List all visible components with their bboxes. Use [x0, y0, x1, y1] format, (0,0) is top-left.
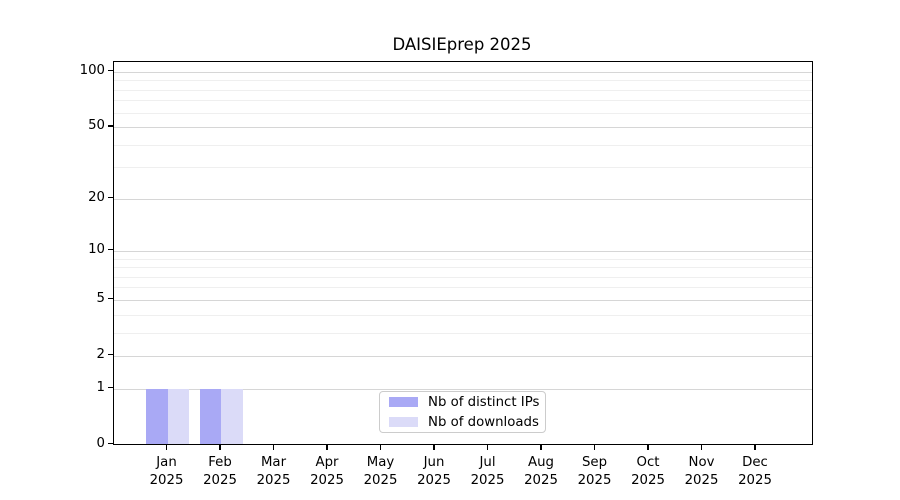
x-tick-month: Oct [636, 454, 660, 470]
y-major-gridline [114, 299, 812, 301]
y-major-gridline [114, 126, 812, 128]
y-tick-mark [108, 386, 113, 389]
x-tick-label: May 2025 [349, 454, 413, 491]
x-tick-label: Aug 2025 [509, 454, 573, 491]
x-tick-month: Nov [688, 454, 715, 470]
y-tick-label: 100 [79, 63, 105, 79]
y-tick-mark [108, 354, 113, 356]
x-tick-month: May [366, 454, 395, 470]
x-tick-mark [700, 444, 703, 450]
x-tick-mark [379, 444, 382, 450]
x-tick-year: 2025 [256, 472, 291, 488]
bar-downloads [167, 388, 189, 445]
x-tick-year: 2025 [631, 472, 665, 488]
y-minor-gridline [114, 332, 812, 334]
legend-label-distinct-ips: Nb of distinct IPs [428, 394, 540, 410]
x-tick-year: 2025 [149, 472, 184, 488]
x-tick-year: 2025 [310, 472, 344, 488]
y-minor-gridline [114, 276, 812, 278]
y-tick-label: 1 [96, 380, 105, 396]
y-tick-mark [108, 70, 113, 72]
y-minor-gridline [114, 287, 812, 289]
legend-swatch-distinct-ips [389, 397, 418, 407]
legend-row-distinct-ips: Nb of distinct IPs [389, 394, 540, 410]
bar-distinct-ips [146, 388, 168, 445]
y-tick-mark [108, 298, 113, 300]
x-tick-month: Jul [479, 454, 496, 470]
plot-area [113, 61, 813, 445]
x-tick-label: Nov 2025 [670, 454, 734, 491]
x-tick-mark [754, 444, 756, 450]
y-tick-mark [108, 125, 113, 127]
x-tick-month: Feb [208, 454, 232, 470]
x-tick-label: Jan 2025 [135, 454, 199, 491]
y-tick-label: 10 [88, 242, 105, 258]
bar-distinct-ips [199, 388, 221, 445]
x-tick-year: 2025 [577, 472, 612, 488]
y-minor-gridline [114, 89, 812, 91]
x-tick-label: Dec 2025 [723, 454, 787, 491]
x-tick-mark [326, 444, 328, 450]
x-tick-mark [647, 444, 649, 450]
chart-title: DAISIEprep 2025 [392, 35, 532, 54]
x-tick-month: Aug [528, 454, 554, 470]
x-tick-month: Jan [156, 454, 177, 470]
bar-downloads [221, 388, 243, 445]
y-tick-label: 0 [96, 436, 105, 451]
y-minor-gridline [114, 167, 812, 169]
x-tick-mark [433, 444, 435, 450]
legend-swatch-downloads [389, 417, 418, 427]
x-tick-mark [593, 444, 596, 450]
y-minor-gridline [114, 112, 812, 114]
y-minor-gridline [114, 314, 812, 316]
x-tick-month: Sep [581, 454, 608, 470]
x-tick-label: Feb 2025 [188, 454, 252, 491]
y-tick-label: 50 [88, 118, 105, 134]
legend-row-downloads: Nb of downloads [389, 414, 539, 430]
x-tick-year: 2025 [738, 472, 772, 488]
x-tick-mark [540, 444, 542, 450]
x-tick-mark [272, 444, 275, 450]
y-minor-gridline [114, 100, 812, 102]
y-minor-gridline [114, 80, 812, 82]
x-tick-month: Dec [742, 454, 768, 470]
x-tick-mark [486, 444, 489, 450]
y-minor-gridline [114, 144, 812, 146]
x-tick-year: 2025 [363, 472, 398, 488]
y-tick-label: 5 [96, 291, 105, 307]
x-tick-label: Sep 2025 [563, 454, 627, 491]
x-tick-year: 2025 [203, 472, 237, 488]
x-tick-mark [219, 444, 221, 450]
x-tick-year: 2025 [470, 472, 505, 488]
x-tick-label: Mar 2025 [242, 454, 306, 491]
y-minor-gridline [114, 267, 812, 269]
x-tick-month: Mar [260, 454, 287, 470]
y-tick-mark [108, 249, 113, 251]
x-tick-year: 2025 [417, 472, 451, 488]
y-tick-label: 2 [96, 347, 105, 363]
y-tick-mark [108, 197, 113, 199]
x-tick-label: Oct 2025 [616, 454, 680, 491]
y-tick-label: 20 [88, 190, 105, 206]
y-major-gridline [114, 250, 812, 252]
x-tick-month: Jun [423, 454, 445, 470]
y-tick-mark [108, 442, 113, 445]
x-tick-year: 2025 [684, 472, 719, 488]
y-major-gridline [114, 388, 812, 390]
y-minor-gridline [114, 258, 812, 260]
x-tick-label: Jun 2025 [402, 454, 466, 491]
x-tick-mark [165, 444, 168, 450]
y-major-gridline [114, 355, 812, 357]
x-tick-month: Apr [315, 454, 339, 470]
legend: Nb of distinct IPs Nb of downloads [379, 391, 546, 433]
legend-label-downloads: Nb of downloads [428, 414, 539, 430]
x-tick-year: 2025 [524, 472, 558, 488]
x-tick-label: Apr 2025 [295, 454, 359, 491]
y-major-gridline [114, 198, 812, 200]
y-major-gridline [114, 71, 812, 73]
x-tick-label: Jul 2025 [456, 454, 520, 491]
